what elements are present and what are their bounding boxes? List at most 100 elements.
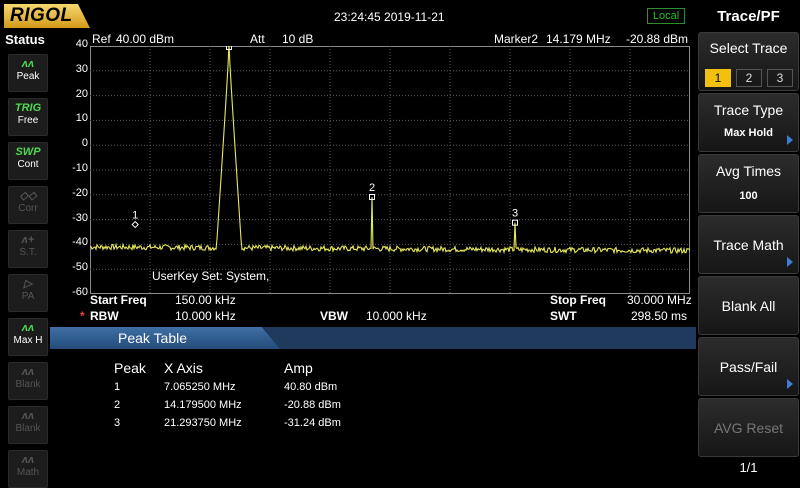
marker-box [369,193,375,200]
blank-all-label: Blank All [721,298,776,314]
local-badge: Local [647,8,685,24]
y-tick-label: 10 [75,112,88,125]
status-button-free[interactable]: TRIG Free [8,98,48,136]
vbw-label: VBW [320,309,348,323]
marker-label: 2 [369,182,375,194]
pass-fail-button[interactable]: Pass/Fail [698,337,799,396]
trace-type-value: Max Hold [724,127,773,139]
blank-icon: ʌʌ [21,366,35,378]
peak-amp-value: 40.80 dBm [284,381,338,393]
status-button-cont[interactable]: SWP Cont [8,142,48,180]
status-button-math[interactable]: ʌʌ Math [8,450,48,488]
trace-option-2[interactable]: 2 [736,69,762,87]
peak-table-tab-label: Peak Table [118,330,188,346]
rbw-star: * [80,309,85,323]
avg-reset-button[interactable]: AVG Reset [698,398,799,457]
peak-table-tab[interactable]: Peak Table [50,327,280,349]
start-freq-label: Start Freq [90,293,147,307]
marker-amp: -20.88 dBm [626,32,689,46]
stop-freq-label: Stop Freq [550,293,606,307]
y-tick-label: -10 [72,162,88,174]
spectrum-plot: 1 2 3 [90,46,690,294]
marker-freq: 14.179 MHz [546,32,611,46]
y-tick-label: 0 [81,137,88,150]
peak-number: 3 [114,417,121,429]
peak-amp-value: -20.88 dBm [284,399,341,411]
top-bar: RIGOL 23:24:45 2019-11-21 Local [0,0,697,32]
status-button-label: Max H [13,335,43,346]
corr-icon: ◇◇ [19,190,37,202]
amp-col-header: Amp [284,360,313,376]
y-tick-label: -50 [72,261,88,274]
peak-x-value: 14.179500 MHz [164,399,242,411]
y-tick-label: -40 [72,236,88,249]
softkey-menu: Trace/PF Select Trace 1 2 3 Trace Type M… [697,0,800,480]
marker-label: 3 [512,208,518,220]
peak-table: Peak X Axis Amp 1 7.065250 MHz 40.80 dBm 2 1… [50,352,696,480]
status-button-pa[interactable]: ▷ PA [8,274,48,312]
select-trace-button[interactable]: Select Trace 1 2 3 [698,32,799,91]
peak-col-header: Peak [114,360,146,376]
submenu-arrow-icon [787,135,793,145]
att-value: 10 dB [282,32,314,46]
status-button-blank[interactable]: ʌʌ Blank [8,406,48,444]
avg-times-button[interactable]: Avg Times 100 [698,154,799,213]
status-button-label: Math [16,467,40,478]
peak-marker-box [226,46,232,51]
status-button-max-h[interactable]: ʌʌ Max H [8,318,48,356]
menu-page-indicator: 1/1 [739,460,758,475]
rbw-label: RBW [90,309,119,323]
blank-icon: ʌʌ [21,410,35,422]
submenu-arrow-icon [787,257,793,267]
marker-label: Marker2 [494,32,539,46]
blank-all-button[interactable]: Blank All [698,276,799,335]
vbw-value: 10.000 kHz [366,309,427,323]
pa-icon: ▷ [23,278,33,290]
y-tick-label: 20 [75,87,88,100]
y-tick-label: -30 [72,211,88,224]
spectrum-display [50,32,696,324]
status-button-s-t[interactable]: ʌ+ S.T. [8,230,48,268]
trace-math-label: Trace Math [713,237,784,253]
avg-times-value: 100 [739,190,758,202]
status-button-label: Free [17,115,39,126]
y-tick-label: -20 [72,186,88,199]
trig-icon: TRIG [14,102,42,114]
swt-label: SWT [550,309,577,323]
trace-option-3[interactable]: 3 [767,69,793,87]
status-title: Status [5,32,45,47]
menu-title: Trace/PF [717,8,780,25]
trace-type-button[interactable]: Trace Type Max Hold [698,93,799,152]
y-tick-label: 30 [75,62,88,75]
trace-math-button[interactable]: Trace Math [698,215,799,274]
swt-value: 298.50 ms [631,309,688,323]
trace-option-1[interactable]: 1 [705,69,731,87]
status-button-label: S.T. [19,247,37,258]
marker-diamond [131,220,139,229]
select-trace-label: Select Trace [709,40,788,56]
status-button-corr[interactable]: ◇◇ Corr [8,186,48,224]
peak-x-value: 21.293750 MHz [164,417,242,429]
pass-fail-label: Pass/Fail [719,359,778,375]
peak-x-value: 7.065250 MHz [164,381,236,393]
sweep-icon: SWP [15,146,41,158]
peak-number: 1 [114,381,121,393]
status-button-blank[interactable]: ʌʌ Blank [8,362,48,400]
peak-icon: ʌʌ [21,58,35,70]
maxhold-icon: ʌʌ [21,322,35,334]
math-icon: ʌʌ [21,454,35,466]
status-button-peak[interactable]: ʌʌ Peak [8,54,48,92]
userkey-text: UserKey Set: System, [152,269,270,283]
att-label: Att [250,32,265,46]
rigol-logo: RIGOL [4,4,90,28]
status-button-label: Blank [15,379,41,390]
peak-amp-value: -31.24 dBm [284,417,341,429]
marker-box [512,219,518,226]
y-tick-label: -60 [72,286,88,298]
spectrum-trace [90,46,690,255]
stop-freq-value: 30.000 MHz [627,293,692,307]
ref-value: 40.00 dBm [116,32,175,46]
status-button-label: Peak [16,71,40,82]
status-button-label: Cont [17,159,39,170]
st-icon: ʌ+ [21,234,35,246]
